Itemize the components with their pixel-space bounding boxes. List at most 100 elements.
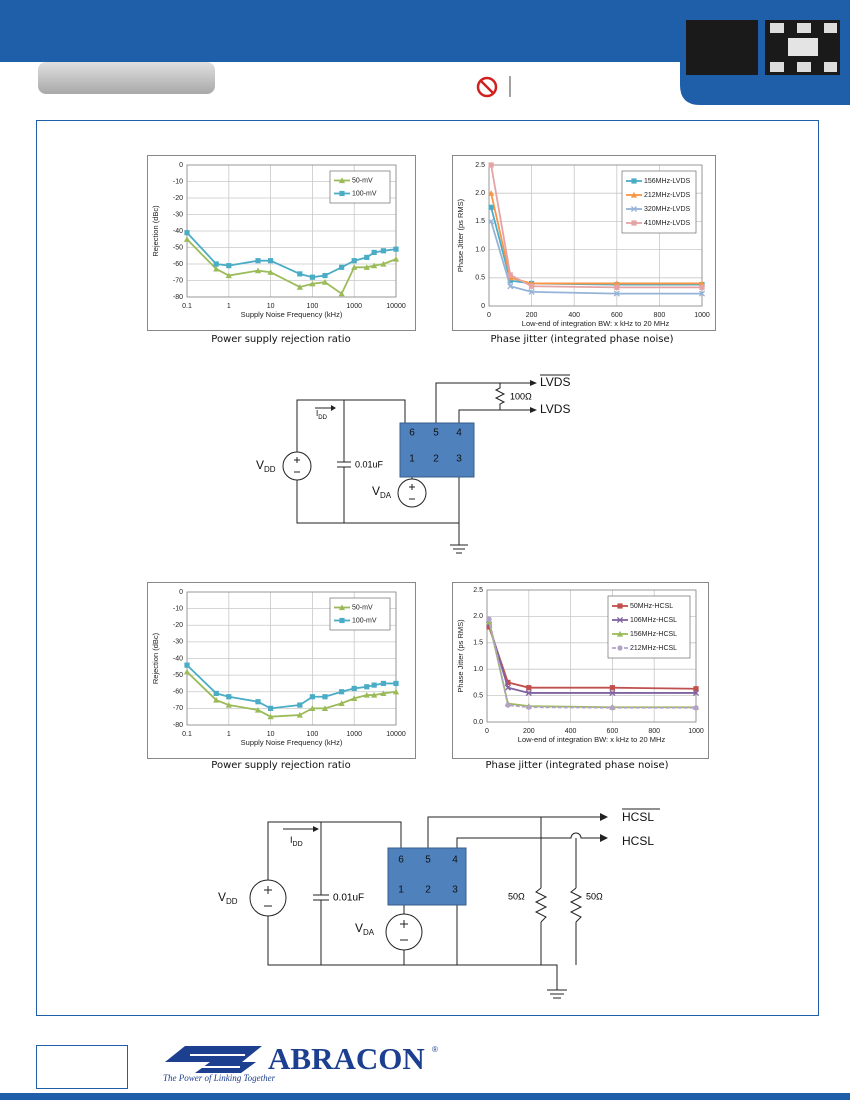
y-tick-label: -40	[173, 228, 183, 235]
hcsl-circuit-path	[400, 920, 408, 941]
y-tick-label: -10	[173, 605, 183, 612]
pin: 6	[398, 855, 404, 866]
marker	[183, 668, 191, 675]
marker	[525, 689, 532, 697]
marker	[616, 616, 624, 624]
marker	[488, 162, 494, 168]
chart: 0 -10 -20 -30 -40 -50 -60 -70 -80 0.1 1 10 100 1000 10…	[147, 582, 416, 759]
y-tick-label: -20	[173, 622, 183, 629]
product-photo-pads-rect	[788, 38, 818, 56]
marker	[380, 690, 387, 697]
marker	[322, 272, 328, 279]
marker	[371, 262, 378, 269]
y-tick-label: 0	[179, 162, 183, 169]
marker	[380, 260, 387, 267]
y-tick-label: -40	[173, 655, 183, 662]
marker	[184, 230, 190, 236]
y-tick-label: -50	[173, 244, 183, 251]
y-tick-label: 0	[179, 589, 183, 596]
x-axis-title: Low-end of integration BW: x kHz to 20 M…	[522, 319, 670, 328]
y-tick-label: 2.0	[473, 613, 483, 620]
legend-label: 50MHz-HCSL	[630, 603, 673, 610]
label-sub: DD	[264, 465, 276, 474]
product-photo-pads-rect	[770, 23, 784, 33]
y-tick-label: -70	[173, 705, 183, 712]
marker	[698, 280, 706, 287]
marker	[614, 284, 620, 290]
legend-box	[329, 170, 391, 204]
marker	[213, 265, 220, 272]
marker	[507, 272, 513, 278]
marker	[296, 284, 303, 290]
legend-label: 212MHz-HCSL	[630, 645, 677, 652]
supply-label: VDD	[218, 890, 238, 906]
product-photo-pads-rect	[797, 62, 811, 72]
marker	[213, 696, 220, 703]
caption: Power supply rejection ratio	[211, 760, 350, 771]
marker	[254, 267, 262, 274]
label-base: V	[355, 921, 363, 935]
plot-area	[486, 589, 697, 723]
y-tick-label: 1.5	[473, 640, 483, 647]
x-tick-label: 0	[487, 312, 491, 319]
marker	[699, 284, 705, 290]
prohibit-icon	[476, 76, 511, 98]
x-tick-label: 200	[523, 728, 535, 735]
marker	[364, 684, 370, 690]
resistor-label: 100Ω	[510, 391, 532, 401]
marker	[267, 713, 274, 720]
lvds-circuit-circle	[397, 478, 427, 508]
x-tick-label: 400	[565, 728, 577, 735]
marker	[609, 689, 616, 697]
legend-label: 212MHz-LVDS	[644, 192, 690, 199]
y-tick-label: 1.0	[475, 246, 485, 253]
marker	[630, 191, 638, 198]
product-photo-pads-rect	[824, 23, 837, 33]
marker	[338, 177, 346, 184]
marker	[488, 218, 495, 225]
legend-label: 106MHz-HCSL	[630, 617, 677, 624]
x-tick-label: 1000	[688, 728, 704, 735]
marker	[371, 691, 378, 698]
pin: 5	[425, 855, 431, 866]
marker	[225, 272, 232, 279]
product-photo-pads-rect	[770, 62, 784, 72]
marker	[371, 682, 377, 688]
y-tick-label: -60	[173, 689, 183, 696]
marker	[507, 283, 514, 290]
pin: 2	[425, 885, 431, 896]
marker	[297, 702, 303, 708]
label-sub: DD	[226, 897, 238, 906]
lvds-circuit-path	[494, 383, 506, 410]
marker	[309, 274, 315, 280]
marker	[351, 264, 358, 270]
x-axis-title: Low-end of integration BW: x kHz to 20 M…	[518, 735, 666, 744]
label-base: I	[316, 409, 318, 418]
y-tick-label: -70	[173, 277, 183, 284]
current-label: IDD	[290, 835, 303, 847]
label-sub: DA	[380, 491, 392, 500]
marker	[393, 246, 399, 252]
x-tick-label: 1000	[346, 731, 362, 738]
y-tick-label: -80	[173, 294, 183, 301]
marker	[393, 680, 399, 687]
capacitor-label: 0.01uF	[355, 459, 384, 469]
hcsl-circuit-circle	[249, 879, 287, 917]
marker	[392, 255, 400, 262]
x-tick-label: 400	[568, 312, 580, 319]
y-tick-label: 1.5	[475, 218, 485, 225]
y-tick-label: 1.0	[473, 666, 483, 673]
marker	[630, 205, 638, 213]
marker	[267, 269, 274, 275]
y-tick-label: 0.5	[473, 692, 483, 699]
y-tick-label: -30	[173, 211, 183, 218]
current-label: IDD	[316, 409, 328, 420]
marker	[297, 271, 303, 277]
product-photo-pads-rect	[824, 62, 837, 72]
marker	[488, 190, 495, 196]
marker	[380, 680, 387, 687]
y-tick-label: -10	[173, 178, 183, 185]
marker	[338, 604, 346, 611]
marker	[693, 686, 699, 692]
marker	[631, 220, 637, 226]
